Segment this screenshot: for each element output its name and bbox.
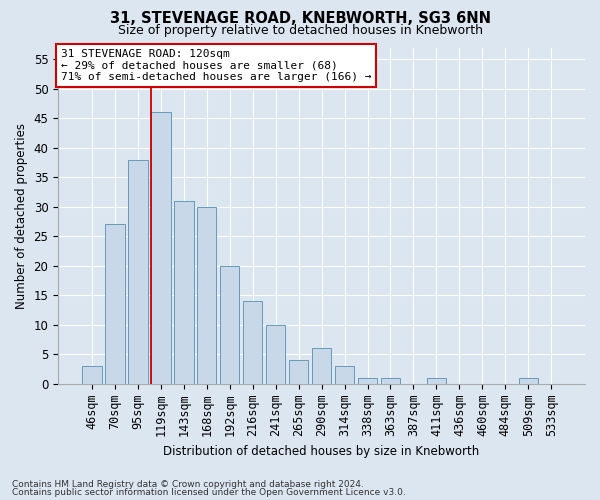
Bar bbox=[518, 378, 538, 384]
Bar bbox=[220, 266, 239, 384]
Bar bbox=[289, 360, 308, 384]
Bar bbox=[335, 366, 355, 384]
Text: Contains public sector information licensed under the Open Government Licence v3: Contains public sector information licen… bbox=[12, 488, 406, 497]
Text: 31 STEVENAGE ROAD: 120sqm
← 29% of detached houses are smaller (68)
71% of semi-: 31 STEVENAGE ROAD: 120sqm ← 29% of detac… bbox=[61, 49, 371, 82]
Bar bbox=[381, 378, 400, 384]
Bar bbox=[197, 207, 217, 384]
Bar bbox=[266, 324, 286, 384]
Text: Size of property relative to detached houses in Knebworth: Size of property relative to detached ho… bbox=[118, 24, 482, 37]
X-axis label: Distribution of detached houses by size in Knebworth: Distribution of detached houses by size … bbox=[163, 444, 480, 458]
Text: 31, STEVENAGE ROAD, KNEBWORTH, SG3 6NN: 31, STEVENAGE ROAD, KNEBWORTH, SG3 6NN bbox=[110, 11, 491, 26]
Bar bbox=[174, 201, 194, 384]
Bar bbox=[358, 378, 377, 384]
Bar bbox=[82, 366, 101, 384]
Bar bbox=[312, 348, 331, 384]
Bar bbox=[128, 160, 148, 384]
Bar bbox=[427, 378, 446, 384]
Bar bbox=[105, 224, 125, 384]
Text: Contains HM Land Registry data © Crown copyright and database right 2024.: Contains HM Land Registry data © Crown c… bbox=[12, 480, 364, 489]
Bar bbox=[243, 301, 262, 384]
Y-axis label: Number of detached properties: Number of detached properties bbox=[15, 122, 28, 308]
Bar bbox=[151, 112, 170, 384]
